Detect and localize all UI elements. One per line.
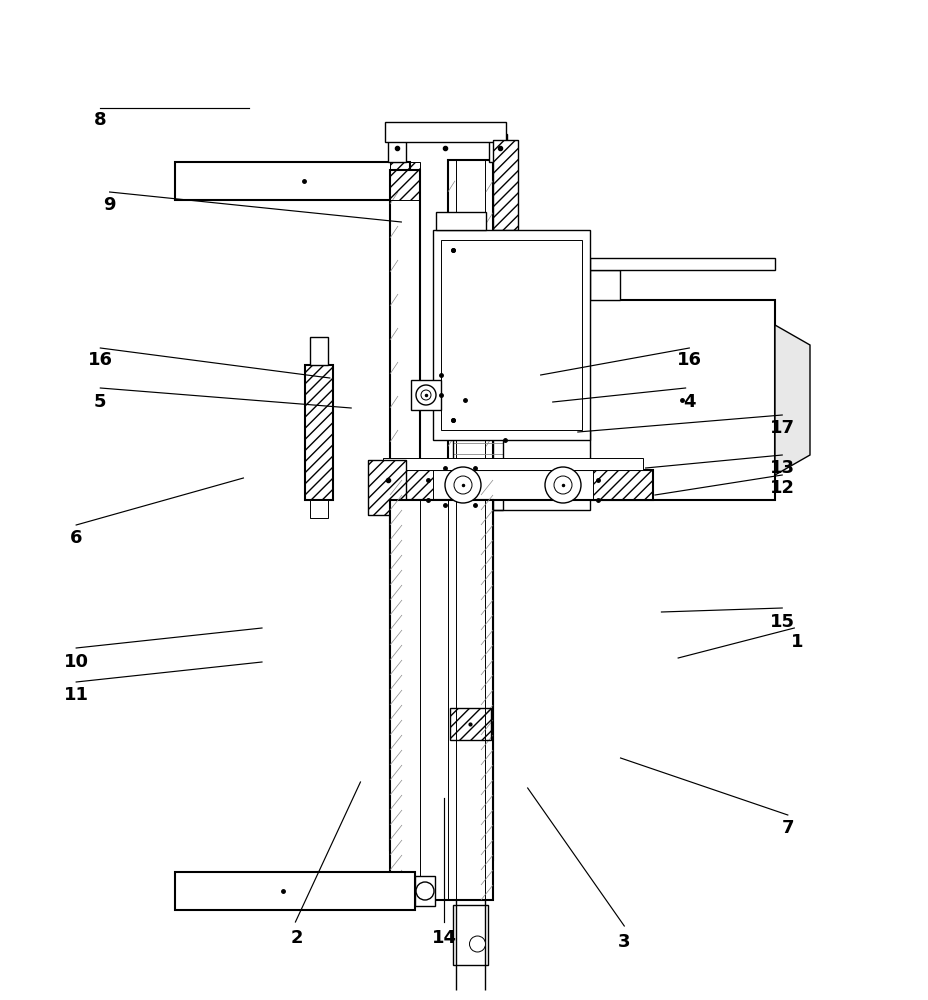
Bar <box>493 140 518 230</box>
Bar <box>410 380 441 410</box>
Text: 1: 1 <box>790 633 803 651</box>
Bar <box>435 212 485 230</box>
Text: 7: 7 <box>780 819 793 837</box>
Circle shape <box>416 385 435 405</box>
Bar <box>589 270 619 300</box>
Text: 16: 16 <box>88 351 112 369</box>
Text: 13: 13 <box>769 459 793 477</box>
Text: 10: 10 <box>64 653 88 671</box>
Circle shape <box>553 476 572 494</box>
Text: 15: 15 <box>769 613 793 631</box>
Circle shape <box>469 936 485 952</box>
Bar <box>493 430 589 510</box>
Text: 6: 6 <box>70 529 83 547</box>
Text: 16: 16 <box>677 351 701 369</box>
Circle shape <box>545 467 580 503</box>
Circle shape <box>416 882 433 900</box>
Bar <box>453 905 487 965</box>
Bar <box>390 170 419 850</box>
Bar <box>384 122 506 142</box>
Bar <box>310 500 328 518</box>
Bar <box>310 337 328 365</box>
Circle shape <box>454 476 471 494</box>
Text: 3: 3 <box>617 933 630 951</box>
Bar <box>589 258 774 270</box>
Bar <box>174 162 409 200</box>
Bar <box>390 500 493 900</box>
Bar <box>432 230 589 440</box>
Text: 5: 5 <box>94 393 107 411</box>
Polygon shape <box>774 325 809 475</box>
Text: 11: 11 <box>64 686 88 704</box>
Bar <box>382 458 642 470</box>
Text: 4: 4 <box>682 393 695 411</box>
Bar <box>373 470 652 500</box>
Bar <box>367 460 406 515</box>
Bar <box>447 160 493 860</box>
Bar <box>415 876 434 906</box>
Bar <box>488 134 507 162</box>
Text: 12: 12 <box>769 479 793 497</box>
Circle shape <box>420 390 431 400</box>
Circle shape <box>445 467 481 503</box>
Text: 2: 2 <box>290 929 303 947</box>
Text: 17: 17 <box>769 419 793 437</box>
Bar <box>174 872 415 910</box>
Text: 8: 8 <box>94 111 107 129</box>
Bar <box>453 310 502 510</box>
Bar <box>589 300 774 500</box>
Bar <box>388 134 406 162</box>
Text: 9: 9 <box>103 196 116 214</box>
Text: 14: 14 <box>432 929 456 947</box>
Bar <box>441 240 581 430</box>
